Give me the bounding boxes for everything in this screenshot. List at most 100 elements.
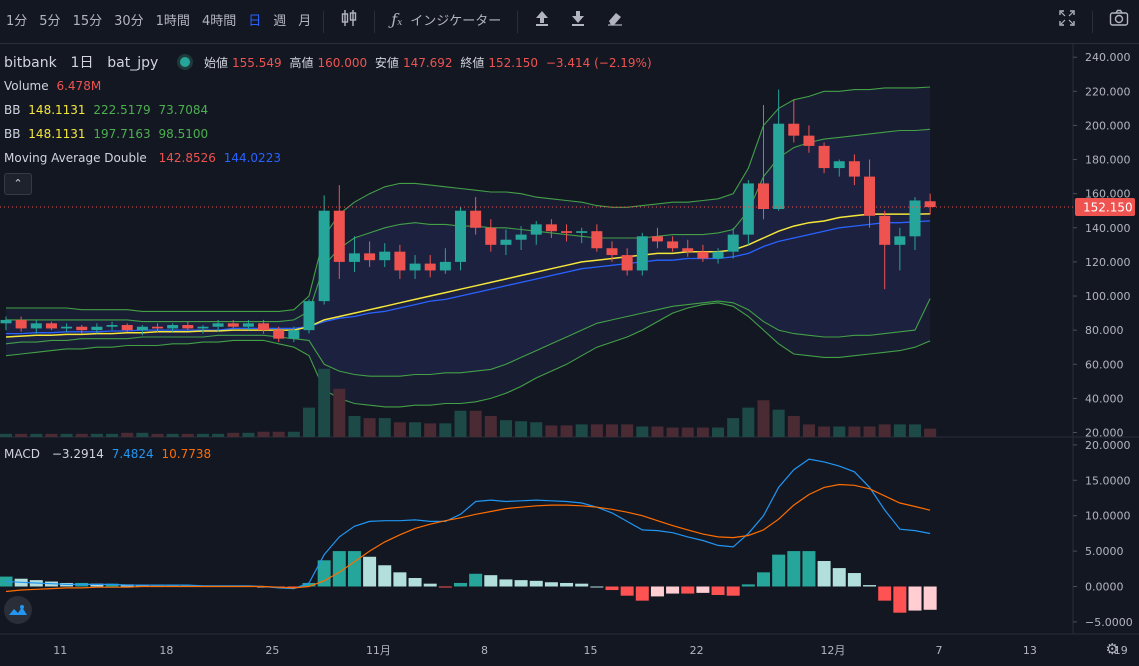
interval-6[interactable]: 日: [248, 13, 262, 29]
macd-histogram-bar: [423, 583, 437, 587]
low-label: 安値: [374, 56, 399, 70]
collapse-legend-button[interactable]: ⌃: [4, 173, 32, 195]
upload-icon[interactable]: [524, 0, 560, 44]
bb-outer-upper-line: [6, 86, 931, 312]
macd-line-value: 7.4824: [111, 447, 154, 461]
volume-bar: [151, 433, 164, 437]
candlestick-type-icon[interactable]: [330, 0, 368, 44]
open-value: 155.549: [232, 56, 282, 70]
candle-body: [651, 236, 663, 242]
moving-averages: [5, 213, 931, 338]
candle-body: [833, 161, 845, 169]
volume-bars: [0, 368, 937, 437]
volume-bar: [787, 416, 800, 437]
time-tick-label: 22: [690, 644, 704, 657]
bb1-lower: 73.7084: [158, 103, 209, 117]
symbol-name[interactable]: bat_jpy: [107, 55, 159, 71]
volume-bar: [545, 425, 558, 437]
volume-bar: [606, 424, 618, 437]
bb1-legend: BB 148.1131 222.5179 73.7084: [4, 103, 212, 117]
macd-histogram-bar: [317, 560, 331, 587]
candle-body: [45, 323, 57, 329]
chart-canvas[interactable]: 240.000 220.000 200.000 180.000 160.000 140.0…: [0, 44, 1139, 666]
interval-4[interactable]: 1時間: [155, 13, 190, 29]
ma-label: Moving Average Double: [4, 151, 147, 165]
download-icon[interactable]: [560, 0, 596, 44]
macd-histogram-bar: [847, 573, 861, 587]
interval-1[interactable]: 5分: [39, 13, 61, 29]
candle-body: [576, 231, 588, 233]
candle-body: [91, 326, 103, 331]
macd-histogram-bar: [726, 586, 740, 596]
volume-bar: [848, 426, 861, 437]
candle-body: [394, 251, 406, 271]
volume-bar: [454, 410, 467, 437]
candle-body: [273, 330, 285, 339]
macd-histogram-bar: [135, 585, 149, 587]
interval-name: 1日: [70, 55, 94, 71]
candle-body: [455, 210, 466, 262]
macd-histogram-bar: [484, 575, 498, 587]
candle-body: [242, 323, 254, 327]
volume-bar: [833, 426, 846, 437]
toolbar-divider: [374, 10, 376, 33]
exchange-name: bitbank: [4, 55, 57, 71]
time-tick-label: 12月: [820, 644, 845, 657]
fullscreen-icon[interactable]: [1048, 0, 1086, 44]
candle-body: [545, 224, 557, 232]
candle-body: [500, 239, 512, 245]
fx-icon: ƒx: [391, 10, 403, 29]
volume-bar: [15, 433, 28, 437]
macd-tick-label: 10.0000: [1085, 510, 1131, 523]
macd-histogram-bar: [681, 586, 695, 594]
eraser-icon[interactable]: [596, 0, 634, 44]
camera-icon[interactable]: [1099, 0, 1139, 44]
candle-body: [61, 326, 73, 329]
tradingview-logo-icon[interactable]: [4, 596, 32, 624]
candle-body: [667, 241, 679, 249]
candle-body: [561, 231, 573, 233]
change-value: −3.414 (−2.19%): [545, 56, 652, 70]
interval-8[interactable]: 月: [298, 13, 312, 29]
macd-histogram-bar: [454, 582, 467, 587]
price-tick-label: 100.000: [1085, 290, 1131, 303]
price-tick-label: 240.000: [1085, 51, 1131, 64]
ma-legend: Moving Average Double 142.8526 144.0223: [4, 151, 285, 165]
bb1-mid: 148.1131: [28, 103, 86, 117]
interval-2[interactable]: 15分: [72, 13, 103, 29]
ma-fast-line: [5, 213, 931, 338]
macd-tick-label: 0.0000: [1085, 581, 1124, 594]
bb-inner-lower-line: [5, 298, 931, 377]
volume-bar: [363, 418, 376, 437]
price-tick-label: 80.000: [1085, 324, 1124, 337]
price-tick-label: 120.000: [1085, 256, 1131, 269]
indicators-button[interactable]: ƒx インジケーター: [381, 0, 511, 45]
candle-body: [470, 210, 482, 228]
macd-histogram-bar: [832, 568, 846, 587]
macd-histogram-bar: [666, 586, 680, 594]
interval-5[interactable]: 4時間: [201, 13, 237, 29]
bb2-legend: BB 148.1131 197.7163 98.5100: [4, 127, 212, 141]
toolbar-divider: [517, 10, 519, 33]
time-tick-label: 25: [265, 644, 279, 657]
settings-gear-icon[interactable]: ⚙: [1105, 640, 1119, 658]
volume-bar: [439, 423, 452, 437]
chevron-up-icon: ⌃: [13, 177, 23, 190]
macd-line: [5, 458, 931, 590]
interval-7[interactable]: 週: [273, 13, 287, 29]
volume-bar: [333, 388, 346, 437]
volume-bar: [666, 427, 679, 437]
macd-histogram-bar: [590, 586, 604, 588]
interval-3[interactable]: 30分: [114, 13, 144, 29]
interval-list: 1分 5分 15分 30分 1時間 4時間日週月: [0, 0, 317, 44]
time-tick-label: 8: [481, 644, 488, 657]
candle-body: [848, 161, 860, 177]
axes: 240.000 220.000 200.000 180.000 160.000 140.0…: [0, 51, 1135, 657]
candle-body: [212, 323, 224, 327]
interval-0[interactable]: 1分: [6, 13, 28, 29]
ma-slow-line: [6, 220, 931, 335]
volume-bar: [30, 433, 43, 437]
macd-histogram-bar: [620, 586, 634, 596]
volume-bar: [530, 422, 543, 437]
high-label: 高値: [289, 56, 314, 70]
